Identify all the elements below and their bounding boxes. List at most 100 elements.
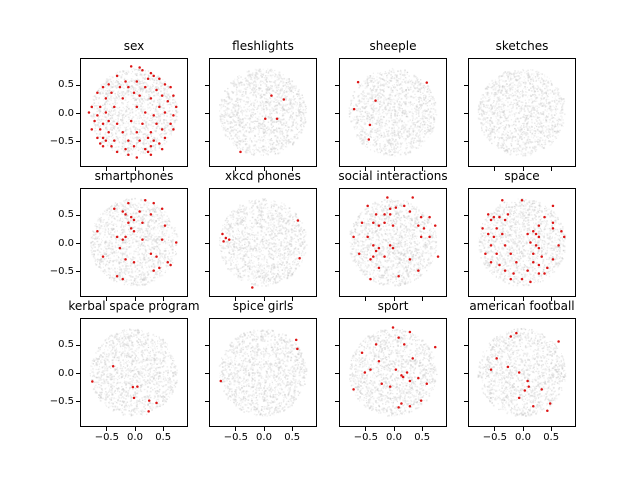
- y-tick-mark: [76, 113, 80, 114]
- y-tick-mark: [205, 113, 209, 114]
- x-tick-mark: [106, 297, 108, 301]
- x-tick-label: −0.5: [353, 432, 378, 443]
- x-tick-mark: [494, 297, 496, 301]
- scatter-canvas: [81, 59, 187, 166]
- subplot-kerbal-space-program: kerbal space program 0.5 0.0 −0.5 −0.5 0.0 0.5: [50, 299, 200, 443]
- y-tick-mark: [335, 141, 339, 143]
- y-tick-mark: [76, 271, 80, 273]
- y-tick-mark: [205, 401, 209, 403]
- y-tick-mark: [335, 401, 339, 403]
- y-tick-label: −0.5: [49, 135, 74, 147]
- y-tick-mark: [205, 243, 209, 244]
- subplot-title: spice girls: [232, 299, 294, 313]
- x-tick-mark: [421, 167, 423, 171]
- x-tick-mark: [235, 427, 237, 431]
- scatter-canvas: [469, 59, 575, 166]
- y-tick-mark: [464, 271, 468, 273]
- subplot-title: sheeple: [369, 39, 417, 53]
- x-tick-mark: [494, 427, 496, 431]
- y-tick-mark: [464, 113, 468, 114]
- x-tick-mark: [291, 167, 293, 171]
- y-tick-mark: [335, 243, 339, 244]
- y-tick-mark: [464, 373, 468, 374]
- subplot-title: xkcd phones: [225, 169, 301, 183]
- x-tick-mark: [162, 297, 164, 301]
- y-tick-mark: [335, 84, 339, 86]
- scatter-canvas: [340, 189, 446, 296]
- x-tick-mark: [235, 297, 237, 301]
- x-tick-mark: [550, 297, 552, 301]
- x-tick-mark: [235, 167, 237, 171]
- y-tick-mark: [335, 113, 339, 114]
- x-tick-label: 0.5: [284, 432, 301, 443]
- y-tick-mark: [464, 214, 468, 216]
- x-tick-label: 0.0: [256, 432, 272, 443]
- y-tick-mark: [205, 84, 209, 86]
- x-tick-mark: [162, 167, 164, 171]
- y-tick-mark: [335, 214, 339, 216]
- y-tick-mark: [335, 344, 339, 346]
- subplot-sport: sport −0.5 0.0 0.5: [335, 299, 447, 443]
- subplot-title: smartphones: [94, 169, 174, 183]
- x-tick-label: 0.0: [515, 432, 531, 443]
- y-tick-mark: [205, 373, 209, 374]
- subplot-smartphones: smartphones 0.5 0.0 −0.5: [50, 169, 188, 301]
- subplot-sketches: sketches: [464, 39, 576, 171]
- x-tick-mark: [393, 167, 395, 171]
- y-tick-mark: [76, 243, 80, 244]
- scatter-canvas: [469, 319, 575, 426]
- subplot-fleshlights: fleshlights: [205, 39, 317, 171]
- x-tick-label: −0.5: [482, 432, 507, 443]
- x-tick-mark: [421, 427, 423, 431]
- y-tick-mark: [205, 271, 209, 273]
- subplot-title: sketches: [495, 39, 549, 53]
- y-tick-label: 0.0: [58, 237, 74, 249]
- scatter-canvas: [340, 59, 446, 166]
- x-tick-label: 0.0: [127, 432, 143, 443]
- y-tick-mark: [464, 401, 468, 403]
- y-tick-mark: [76, 214, 80, 216]
- y-tick-mark: [464, 84, 468, 86]
- y-tick-mark: [76, 373, 80, 374]
- subplot-title: fleshlights: [232, 39, 294, 53]
- subplot-sheeple: sheeple: [335, 39, 447, 171]
- subplot-title: social interactions: [338, 169, 448, 183]
- scatter-canvas: [210, 319, 316, 426]
- x-tick-mark: [393, 427, 395, 431]
- scatter-canvas: [469, 189, 575, 296]
- x-tick-mark: [393, 297, 395, 301]
- x-tick-label: 0.0: [386, 432, 402, 443]
- x-tick-mark: [134, 297, 136, 301]
- y-tick-label: 0.5: [58, 339, 74, 351]
- subplot-title: space: [504, 169, 540, 183]
- x-tick-mark: [263, 297, 265, 301]
- x-tick-label: −0.5: [223, 432, 248, 443]
- subplot-social-interactions: social interactions: [335, 169, 448, 301]
- y-tick-mark: [464, 344, 468, 346]
- x-tick-mark: [263, 427, 265, 431]
- x-tick-label: 0.5: [543, 432, 560, 443]
- x-tick-label: −0.5: [94, 432, 119, 443]
- y-tick-mark: [464, 141, 468, 143]
- x-tick-mark: [550, 427, 552, 431]
- scatter-canvas: [81, 319, 187, 426]
- scatter-canvas: [81, 189, 187, 296]
- y-tick-mark: [205, 344, 209, 346]
- x-tick-mark: [365, 297, 367, 301]
- y-tick-label: −0.5: [49, 395, 74, 407]
- subplot-sex: sex 0.5 0.0 −0.5: [50, 39, 188, 171]
- subplot-title: sex: [123, 39, 145, 53]
- subplot-title: sport: [377, 299, 409, 313]
- y-tick-mark: [335, 373, 339, 374]
- subplot-american-football: american football −0.5 0.0 0.5: [464, 299, 576, 443]
- y-tick-mark: [76, 344, 80, 346]
- y-tick-mark: [76, 401, 80, 403]
- x-tick-mark: [106, 167, 108, 171]
- x-tick-mark: [522, 167, 524, 171]
- subplot-title: american football: [469, 299, 575, 313]
- x-tick-mark: [522, 427, 524, 431]
- x-tick-mark: [365, 427, 367, 431]
- x-tick-mark: [522, 297, 524, 301]
- x-tick-mark: [263, 167, 265, 171]
